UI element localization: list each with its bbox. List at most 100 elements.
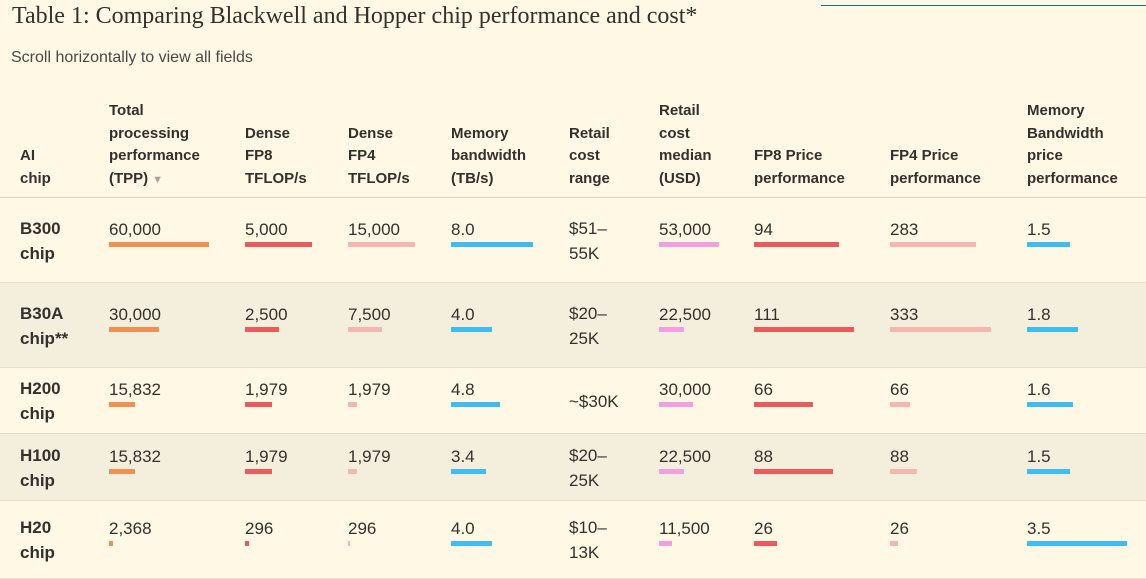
header-line: TFLOP/s	[348, 169, 410, 187]
bar-fp8	[245, 402, 272, 407]
cell-bw-price: 1.5	[1027, 446, 1051, 466]
header-line: cost	[569, 147, 600, 164]
header-line: FP4	[348, 147, 376, 164]
header-line: FP4 Price	[890, 147, 959, 164]
cell-median: 11,500	[659, 519, 710, 538]
cost-range-line: $20–	[569, 445, 607, 465]
chip-name-line: B30A	[20, 303, 64, 323]
cell-fp8-price: 111	[754, 304, 780, 324]
header-line: cost	[659, 124, 690, 142]
bar-median	[659, 402, 693, 407]
header-line: chip	[20, 169, 51, 187]
header-line: FP8 Price	[754, 147, 823, 164]
cell-tpp: 15,832	[109, 446, 161, 466]
cell-fp4-price: 88	[890, 446, 909, 466]
bar-fp8	[245, 241, 312, 247]
sort-descending-icon[interactable]: ▼	[152, 173, 164, 186]
cell-fp8-price: 88	[754, 446, 773, 466]
row-divider	[0, 282, 1146, 283]
cell-memory: 4.8	[451, 380, 475, 399]
header-line: Retail	[659, 102, 700, 119]
header-line: Dense	[348, 124, 394, 142]
header-line: Retail	[569, 124, 610, 142]
cell-cost-range: ~$30K	[569, 389, 639, 414]
chip-name-line: H100	[20, 445, 61, 465]
column-header-bw-price: Memory Bandwidth price performance	[1027, 100, 1118, 190]
cell-tpp: 60,000	[109, 219, 161, 239]
bar-tpp	[109, 241, 209, 247]
cell-bw-price: 1.8	[1027, 304, 1051, 324]
bar-fp8	[245, 468, 272, 474]
cost-range-line: $51–	[569, 218, 607, 238]
header-line: bandwidth	[451, 147, 526, 164]
header-line: (TPP)	[109, 169, 149, 187]
cell-memory: 4.0	[451, 304, 475, 324]
cell-fp8: 5,000	[245, 219, 288, 239]
bar-bw-price	[1027, 541, 1127, 546]
row-divider	[0, 433, 1146, 434]
cost-range-line: 25K	[569, 470, 600, 490]
bar-tpp	[109, 326, 159, 332]
header-line: Dense	[245, 124, 291, 142]
column-header-fp8-price: FP8 Price performance	[754, 145, 845, 190]
cost-range-line: 55K	[569, 243, 600, 263]
row-divider	[0, 500, 1146, 501]
bar-fp8-price	[754, 541, 777, 546]
cell-fp4-price: 333	[890, 304, 919, 324]
bar-tpp	[109, 468, 135, 474]
cell-cost-range: $10– 13K	[569, 515, 639, 565]
row-divider	[0, 367, 1146, 368]
cell-cost-range: $20– 25K	[569, 301, 639, 351]
cost-range-line: 25K	[569, 328, 600, 348]
scroll-hint: Scroll horizontally to view all fields	[11, 49, 253, 66]
bar-bw-price	[1027, 402, 1073, 407]
cell-fp8: 2,500	[245, 304, 288, 324]
header-line: performance	[890, 169, 981, 187]
header-line: TFLOP/s	[245, 169, 307, 187]
header-line: price	[1027, 147, 1063, 164]
cell-memory: 3.4	[451, 446, 475, 466]
bar-fp4	[348, 326, 382, 332]
header-line: Bandwidth	[1027, 124, 1104, 142]
cell-fp4: 7,500	[348, 304, 391, 324]
column-header-chip: AI chip	[20, 145, 51, 190]
bar-memory	[451, 468, 486, 474]
cell-bw-price: 1.5	[1027, 219, 1051, 239]
bar-median	[659, 541, 672, 546]
chip-name-line: chip	[20, 470, 55, 490]
column-header-tpp[interactable]: Total processing performance (TPP) ▼	[109, 100, 200, 191]
header-line: AI	[20, 147, 35, 164]
bar-memory	[451, 241, 533, 247]
bar-fp4-price	[890, 241, 976, 247]
bar-fp4-price	[890, 326, 991, 332]
table-row: H100 chip 15,832 1,979 1,979 3.4 22,500 88 88 1.5…	[0, 434, 1146, 501]
header-line: median	[659, 147, 712, 164]
cell-fp8: 1,979	[245, 380, 288, 399]
bar-fp8	[245, 541, 249, 546]
bar-bw-price	[1027, 468, 1070, 474]
column-header-memory: Memory bandwidth (TB/s)	[451, 123, 526, 191]
table-row: B30A chip** 30,000 2,500 7,500 4.0 22,500 111 33…	[0, 283, 1146, 368]
column-header-fp4: Dense FP4 TFLOP/s	[348, 123, 410, 191]
bar-bw-price	[1027, 241, 1070, 247]
bar-fp4	[348, 468, 357, 474]
bar-fp8-price	[754, 402, 813, 407]
table-row: B300 chip 60,000 5,000 15,000 8.0 53,000 94 283 1…	[0, 198, 1146, 283]
bar-fp4	[348, 541, 350, 546]
cell-fp4: 1,979	[348, 446, 391, 466]
bar-fp8	[245, 326, 279, 332]
chip-name-line: H200	[20, 379, 61, 398]
chip-name: H100 chip	[20, 443, 100, 493]
cell-fp8-price: 26	[754, 519, 773, 538]
cell-fp4: 1,979	[348, 380, 391, 399]
bar-median	[659, 326, 684, 332]
cost-range-line: ~$30K	[569, 392, 619, 411]
chip-name-line: B300	[20, 218, 61, 238]
chip-name: H20 chip	[20, 515, 100, 565]
cell-median: 30,000	[659, 380, 711, 399]
header-line: processing	[109, 124, 190, 142]
bar-fp4-price	[890, 402, 910, 407]
chip-name: B30A chip**	[20, 301, 100, 351]
bar-memory	[451, 541, 492, 546]
chip-name: H200 chip	[20, 376, 100, 426]
